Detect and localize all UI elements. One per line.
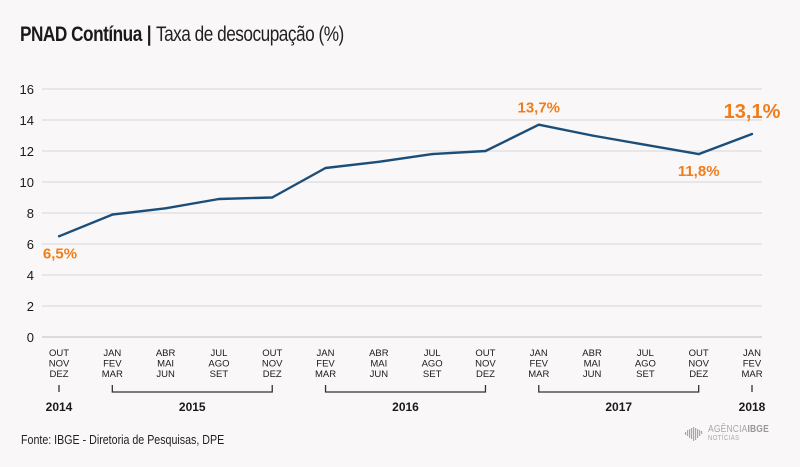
data-point [377, 160, 381, 164]
data-point [111, 213, 114, 216]
data-point [324, 166, 327, 170]
x-tick-label: JUL AGO SET [635, 348, 656, 380]
year-brackets: 2014 2015 2016 2017 2018 [46, 385, 766, 414]
x-tick-label: JAN FEV MAR [741, 348, 762, 380]
x-tick-label: ABR MAI JUN [369, 348, 389, 380]
data-label: 13,7% [517, 100, 560, 117]
y-tick-label: 14 [20, 113, 34, 128]
y-tick-label: 12 [20, 144, 34, 159]
data-point [644, 143, 647, 146]
x-axis-ticks: OUT NOV DEZ JAN FEV MAR ABR MAI JUN JUL AGO SET OUT N… [49, 348, 763, 380]
source-note: Fonte: IBGE - Diretoria de Pesquisas, DP… [21, 432, 225, 447]
data-label: 6,5% [43, 245, 77, 262]
annotations: 6,5% 13,7% 11,8% 13,1% [43, 100, 781, 263]
data-point [484, 149, 487, 153]
series [57, 123, 754, 238]
year-label: 2018 [739, 400, 766, 414]
agencia-ibge-logo: AGÊNCIAIBGE NOTÍCIAS [684, 425, 780, 442]
x-tick-label: ABR MAI JUN [156, 348, 176, 380]
x-tick-label: OUT NOV DEZ [49, 348, 70, 380]
title-main: PNAD Contínua [20, 23, 142, 46]
series-line [58, 123, 753, 238]
data-point [537, 123, 540, 126]
x-tick-label: OUT NOV DEZ [262, 348, 283, 380]
year-bracket [538, 385, 700, 393]
title-separator: | [146, 23, 152, 46]
data-label: 11,8% [678, 163, 720, 180]
x-tick-label: JUL AGO SET [422, 348, 443, 380]
y-tick-label: 10 [20, 175, 34, 190]
y-tick-label: 8 [27, 206, 34, 221]
data-point [57, 235, 61, 238]
data-label: 13,1% [724, 101, 781, 123]
year-label: 2015 [179, 400, 206, 414]
y-tick-label: 2 [27, 299, 34, 314]
x-tick-label: JAN FEV MAR [528, 348, 549, 380]
logo-subtext: NOTÍCIAS [708, 435, 740, 442]
title-subtitle: Taxa de desocupação (%) [155, 23, 344, 46]
x-tick-label: JAN FEV MAR [315, 348, 336, 380]
year-bracket [111, 385, 273, 393]
y-tick-label: 16 [20, 82, 34, 97]
year-bracket [324, 385, 487, 393]
year-label: 2017 [605, 400, 632, 414]
data-point [697, 152, 700, 156]
data-point [217, 197, 221, 201]
data-point [271, 196, 274, 199]
x-tick-label: JAN FEV MAR [102, 348, 123, 380]
x-tick-label: OUT NOV DEZ [475, 348, 496, 380]
y-tick-label: 4 [27, 268, 34, 283]
year-label: 2016 [392, 400, 419, 414]
data-point [750, 132, 754, 136]
chart-title: PNAD Contínua | Taxa de desocupação (%) [20, 23, 344, 47]
x-tick-label: ABR MAI JUN [582, 348, 602, 380]
gridlines [42, 88, 762, 338]
logo-text: AGÊNCIAIBGE [708, 424, 769, 435]
x-tick-label: OUT NOV DEZ [688, 348, 709, 380]
data-point [430, 152, 434, 156]
data-point [590, 134, 594, 137]
y-axis-ticks: 0 2 4 6 8 10 12 14 16 [20, 82, 34, 345]
data-point [164, 207, 167, 210]
year-label: 2014 [46, 400, 73, 414]
y-tick-label: 0 [27, 330, 34, 345]
brazil-map-icon [685, 426, 703, 441]
x-tick-label: JUL AGO SET [208, 348, 229, 380]
y-tick-label: 6 [27, 237, 34, 252]
